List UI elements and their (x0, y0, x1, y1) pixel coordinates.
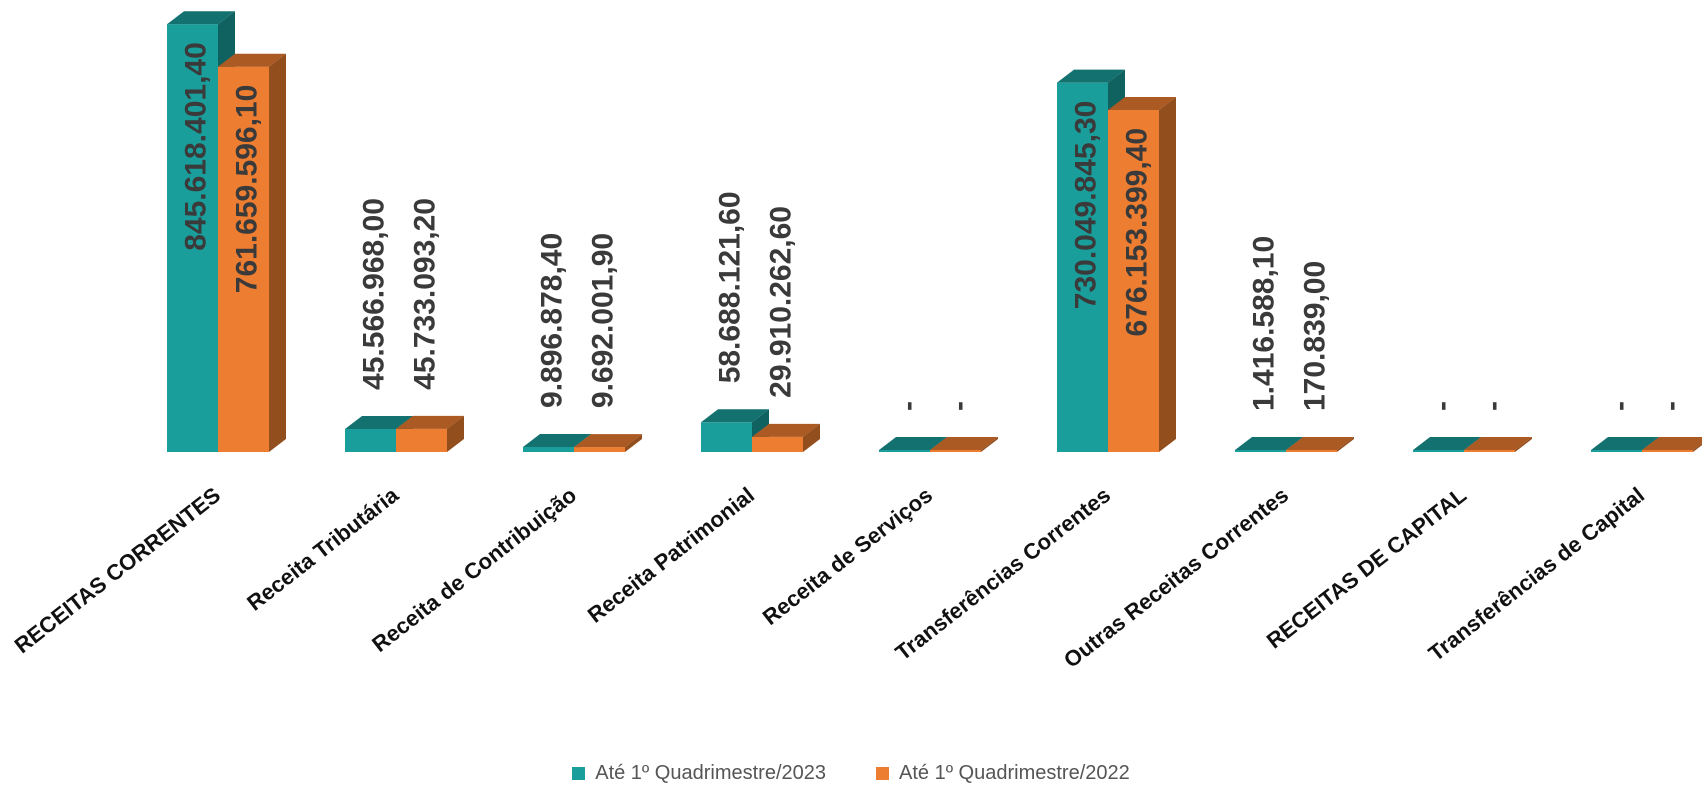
bar-front (1642, 450, 1693, 452)
bar-front (1108, 109, 1159, 453)
bar-side (269, 53, 286, 452)
bar-transferencias-de-capital-2022 (1642, 437, 1702, 452)
value-label-receita-patrimonial-2023: 58.688.121,60 (714, 191, 747, 383)
value-label-transferencias-de-capital-2023: - (1604, 401, 1637, 411)
bar-side (1337, 437, 1354, 452)
category-label-receita-de-servicos: Receita de Serviços (758, 482, 937, 630)
bar-side (981, 437, 998, 452)
bar-outras-receitas-correntes-2022 (1286, 437, 1354, 452)
bar-front (1057, 82, 1108, 452)
legend-item-2023: Até 1º Quadrimestre/2023 (572, 762, 826, 785)
bar-receita-de-contribuicao-2022 (574, 434, 642, 452)
bar-front (1286, 450, 1337, 452)
category-label-receita-de-contribuicao: Receita de Contribuição (367, 482, 581, 657)
bars-layer (167, 11, 1702, 453)
value-label-receitas-correntes-2022: 761.659.596,10 (231, 85, 264, 294)
bar-transferencias-correntes-2022 (1108, 96, 1176, 453)
bar-front (1235, 450, 1286, 452)
bar-side (625, 434, 642, 452)
bar-front (574, 447, 625, 452)
legend-item-2022: Até 1º Quadrimestre/2022 (876, 762, 1130, 785)
bar-top (1591, 437, 1659, 450)
bar-front (523, 446, 574, 452)
value-labels-layer: 845.618.401,40 761.659.596,10 45.566.968,0… (180, 42, 1688, 411)
bar-top (701, 409, 769, 423)
category-label-receita-patrimonial: Receita Patrimonial (583, 482, 759, 627)
bar-side (1515, 437, 1532, 452)
bar-receita-de-servicos-2022 (930, 437, 998, 452)
legend-swatch-2022 (876, 767, 889, 780)
legend-label-2022: Até 1º Quadrimestre/2022 (899, 762, 1130, 784)
category-label-receita-tributaria: Receita Tributária (242, 482, 403, 616)
value-label-receita-tributaria-2022: 45.733.093,20 (409, 198, 442, 390)
bar-front (879, 450, 930, 452)
bar-side (447, 415, 464, 452)
value-label-receita-patrimonial-2022: 29.910.262,60 (765, 206, 798, 398)
bar-top (930, 437, 998, 450)
bar-top (574, 434, 642, 448)
bar-top (1413, 437, 1481, 450)
category-label-receitas-correntes: RECEITAS CORRENTES (10, 482, 225, 658)
value-label-receita-de-servicos-2023: - (892, 401, 925, 411)
category-labels-layer: RECEITAS CORRENTES Receita TributáriaRece… (10, 482, 1649, 673)
bar-top (1642, 437, 1702, 450)
bar-top (879, 437, 947, 450)
bar-top (1108, 96, 1176, 110)
bar-front (701, 422, 752, 452)
bar-top (396, 415, 464, 429)
bar-top (1464, 437, 1532, 450)
bar-front (930, 450, 981, 452)
value-label-receita-de-servicos-2022: - (943, 401, 976, 411)
bar-front (167, 24, 218, 452)
bar-front (396, 428, 447, 452)
value-label-receitas-de-capital-2023: - (1426, 401, 1459, 411)
value-label-receita-de-contribuicao-2022: 9.692.001,90 (587, 233, 620, 408)
legend-swatch-2023 (572, 767, 586, 780)
bar-side (1693, 443, 1702, 452)
value-label-outras-receitas-correntes-2022: 170.839,00 (1299, 261, 1332, 411)
bar-front (1591, 450, 1642, 452)
value-label-receitas-correntes-2023: 845.618.401,40 (180, 42, 213, 251)
bar-top (345, 415, 413, 429)
bar-front (345, 428, 396, 452)
bar-front (1464, 450, 1515, 452)
value-label-outras-receitas-correntes-2023: 1.416.588,10 (1248, 236, 1281, 411)
bar-top (1235, 437, 1303, 450)
legend-label-2023: Até 1º Quadrimestre/2023 (595, 762, 826, 784)
bar-receitas-correntes-2022 (218, 53, 286, 452)
bar-receita-tributaria-2022 (396, 415, 464, 452)
bar-receita-patrimonial-2022 (752, 423, 820, 452)
bar-front (752, 436, 803, 452)
bar-front (1413, 450, 1464, 452)
bar-top (218, 53, 286, 67)
bar-front (218, 66, 269, 452)
value-label-transferencias-correntes-2022: 676.153.399,40 (1121, 128, 1154, 337)
value-label-transferencias-de-capital-2022: - (1655, 401, 1688, 411)
value-label-receita-de-contribuicao-2023: 9.896.878,40 (536, 233, 569, 408)
bar-top (523, 433, 591, 447)
bar-top (167, 11, 235, 25)
value-label-receitas-de-capital-2022: - (1477, 401, 1510, 411)
bar-receitas-de-capital-2022 (1464, 437, 1532, 452)
legend: Até 1º Quadrimestre/2023 Até 1º Quadrime… (0, 762, 1702, 785)
bar-side (803, 423, 820, 452)
category-label-receitas-de-capital: RECEITAS DE CAPITAL (1262, 482, 1471, 653)
value-label-transferencias-correntes-2023: 730.049.845,30 (1070, 101, 1103, 310)
bar-top (752, 423, 820, 437)
bar-top (1057, 69, 1125, 83)
value-label-receita-tributaria-2023: 45.566.968,00 (358, 198, 391, 390)
bar-side (1159, 96, 1176, 453)
bar-top (1286, 437, 1354, 450)
